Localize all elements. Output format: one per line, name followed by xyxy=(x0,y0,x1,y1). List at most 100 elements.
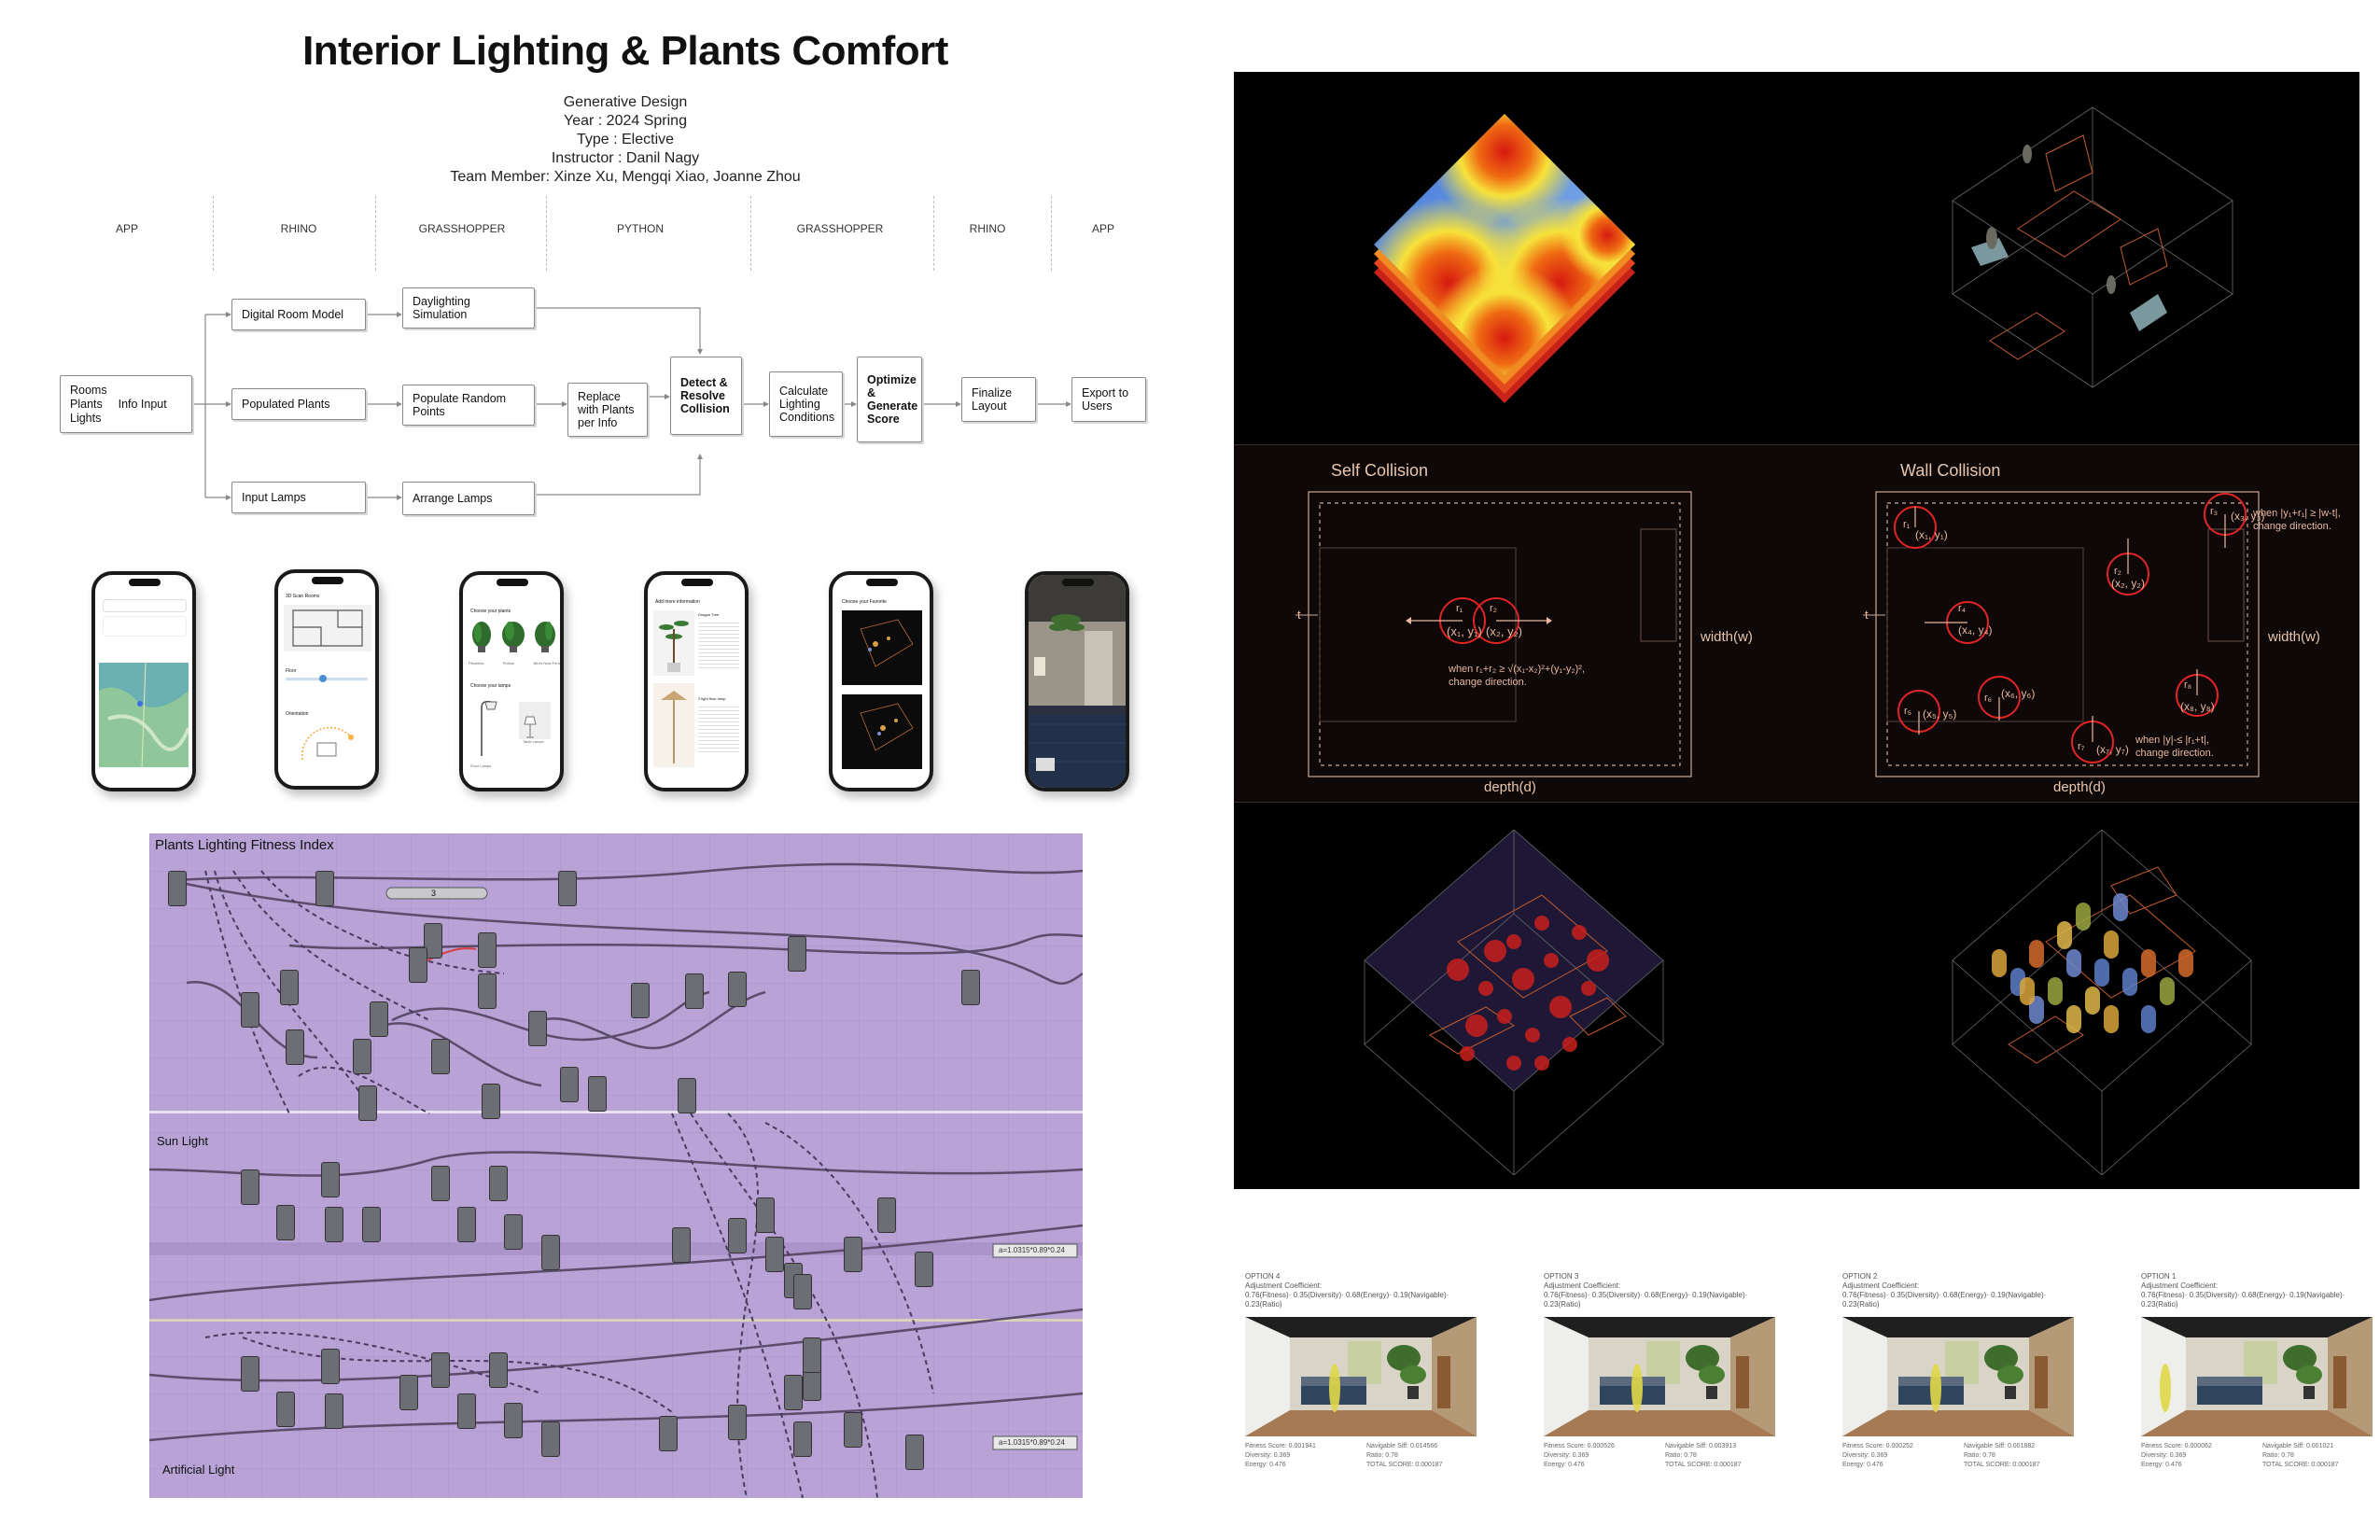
gh-component[interactable] xyxy=(541,1421,560,1457)
gh-component[interactable] xyxy=(558,871,577,906)
t-label: t xyxy=(1297,608,1301,622)
gh-component[interactable] xyxy=(321,1349,340,1384)
gh-component[interactable] xyxy=(504,1403,523,1438)
gh-component[interactable] xyxy=(728,1405,747,1440)
node-arrange-lamps: Arrange Lamps xyxy=(402,482,535,515)
total-score: TOTAL SCORE: 0.000187 xyxy=(1665,1462,1742,1468)
info-line: Type : Elective xyxy=(576,132,675,147)
option-card[interactable]: OPTION 2 Adjustment Coefficient: 0.76(Fitn… xyxy=(1842,1272,2085,1470)
gh-component[interactable] xyxy=(315,871,334,906)
gh-component[interactable] xyxy=(961,970,980,1005)
gh-component[interactable] xyxy=(241,1356,259,1392)
floor-slider[interactable] xyxy=(286,675,368,682)
gh-component[interactable] xyxy=(362,1207,381,1242)
stage-label: RHINO xyxy=(969,222,1006,235)
energy-score: Energy: 0.476 xyxy=(1245,1462,1286,1468)
gh-component[interactable] xyxy=(409,947,427,983)
plant-sphere xyxy=(1534,916,1549,931)
gh-component[interactable] xyxy=(431,1039,450,1074)
plant-sphere xyxy=(1497,1009,1512,1024)
gh-component[interactable] xyxy=(672,1227,691,1263)
stage-divider xyxy=(546,196,547,271)
gh-component[interactable] xyxy=(489,1352,508,1388)
gh-component[interactable] xyxy=(877,1197,896,1233)
lamp-detail-text xyxy=(698,704,739,754)
gh-component[interactable] xyxy=(431,1166,450,1201)
gh-component[interactable] xyxy=(478,973,497,1009)
gh-component[interactable] xyxy=(489,1166,508,1201)
option-card[interactable]: OPTION 4 Adjustment Coefficient: 0.76(Fitn… xyxy=(1245,1272,1488,1470)
node-finalize-layout: Finalize Layout xyxy=(961,377,1036,422)
gh-component[interactable] xyxy=(457,1393,476,1429)
gh-component[interactable] xyxy=(399,1375,418,1410)
gh-component[interactable] xyxy=(678,1078,696,1113)
info-card xyxy=(103,616,187,637)
gh-component[interactable] xyxy=(844,1237,862,1272)
gh-component[interactable] xyxy=(560,1067,579,1102)
gh-component[interactable] xyxy=(793,1421,812,1457)
gh-component[interactable] xyxy=(286,1029,304,1065)
gh-component[interactable] xyxy=(659,1416,678,1451)
layout-options-image[interactable] xyxy=(842,610,922,769)
gh-component[interactable] xyxy=(784,1375,803,1410)
gh-component[interactable] xyxy=(168,871,187,906)
fitness-score: Fitness Score: 0.000526 xyxy=(1544,1443,1615,1449)
gh-component[interactable] xyxy=(478,932,497,968)
lamp-detail-title: 2 light floor lamp xyxy=(698,696,726,701)
info-input-label: Info Input xyxy=(118,398,167,411)
option-card[interactable]: OPTION 3 Adjustment Coefficient: 0.76(Fitn… xyxy=(1544,1272,1786,1470)
option-card[interactable]: OPTION 1 Adjustment Coefficient: 0.76(Fitn… xyxy=(2141,1272,2380,1470)
gh-component[interactable] xyxy=(276,1392,295,1427)
gh-component[interactable] xyxy=(321,1162,340,1197)
total-score: TOTAL SCORE: 0.000187 xyxy=(2262,1462,2339,1468)
lamp-thumbnails[interactable] xyxy=(470,696,556,762)
gh-component[interactable] xyxy=(276,1205,295,1240)
gh-component[interactable] xyxy=(528,1011,547,1046)
gh-component[interactable] xyxy=(280,970,299,1005)
gh-component[interactable] xyxy=(588,1076,607,1112)
gh-component[interactable] xyxy=(424,923,442,959)
gh-component[interactable] xyxy=(325,1393,343,1429)
gh-component[interactable] xyxy=(844,1412,862,1448)
plant-sphere xyxy=(1525,1028,1540,1043)
self-collision-title: Self Collision xyxy=(1331,461,1429,480)
gh-component[interactable] xyxy=(241,1169,259,1205)
gh-component[interactable] xyxy=(631,983,650,1018)
energy-score: Energy: 0.476 xyxy=(1544,1462,1585,1468)
gh-component[interactable] xyxy=(431,1352,450,1388)
room-render-image xyxy=(1029,575,1126,788)
cylinder xyxy=(2113,893,2128,921)
gh-component[interactable] xyxy=(457,1207,476,1242)
input-lights: Lights xyxy=(70,411,102,425)
gh-slider-value[interactable]: 3 xyxy=(431,889,437,898)
gh-component[interactable] xyxy=(728,972,747,1007)
gh-component[interactable] xyxy=(541,1235,560,1270)
wall-r: r₆ xyxy=(1984,693,1992,704)
gh-component[interactable] xyxy=(765,1237,784,1272)
gh-component[interactable] xyxy=(241,992,259,1028)
gh-component[interactable] xyxy=(325,1207,343,1242)
cylinder xyxy=(1992,949,2007,977)
gh-component[interactable] xyxy=(358,1085,377,1121)
gh-component[interactable] xyxy=(504,1214,523,1250)
gh-component[interactable] xyxy=(788,936,806,972)
gh-component[interactable] xyxy=(482,1084,500,1119)
plant-sphere xyxy=(1581,981,1596,996)
gh-component[interactable] xyxy=(793,1274,812,1309)
plant-sphere xyxy=(1465,1015,1488,1037)
node-input-lamps: Input Lamps xyxy=(231,482,366,513)
search-bar xyxy=(103,599,187,612)
wall-p: (x₆, y₆) xyxy=(2001,687,2035,700)
gh-component[interactable] xyxy=(728,1218,747,1253)
gh-component[interactable] xyxy=(370,1001,388,1037)
gh-component[interactable] xyxy=(803,1337,821,1373)
plant-thumbnails[interactable] xyxy=(467,618,560,659)
gh-component[interactable] xyxy=(905,1435,924,1470)
gh-component[interactable] xyxy=(353,1039,371,1074)
gh-component[interactable] xyxy=(756,1197,775,1233)
gh-component[interactable] xyxy=(915,1252,933,1287)
input-rooms: Rooms xyxy=(70,383,107,397)
wall-formula: change direction. xyxy=(2135,748,2214,759)
wall-p: (x₂, y₂) xyxy=(2111,577,2145,590)
gh-component[interactable] xyxy=(685,973,704,1009)
